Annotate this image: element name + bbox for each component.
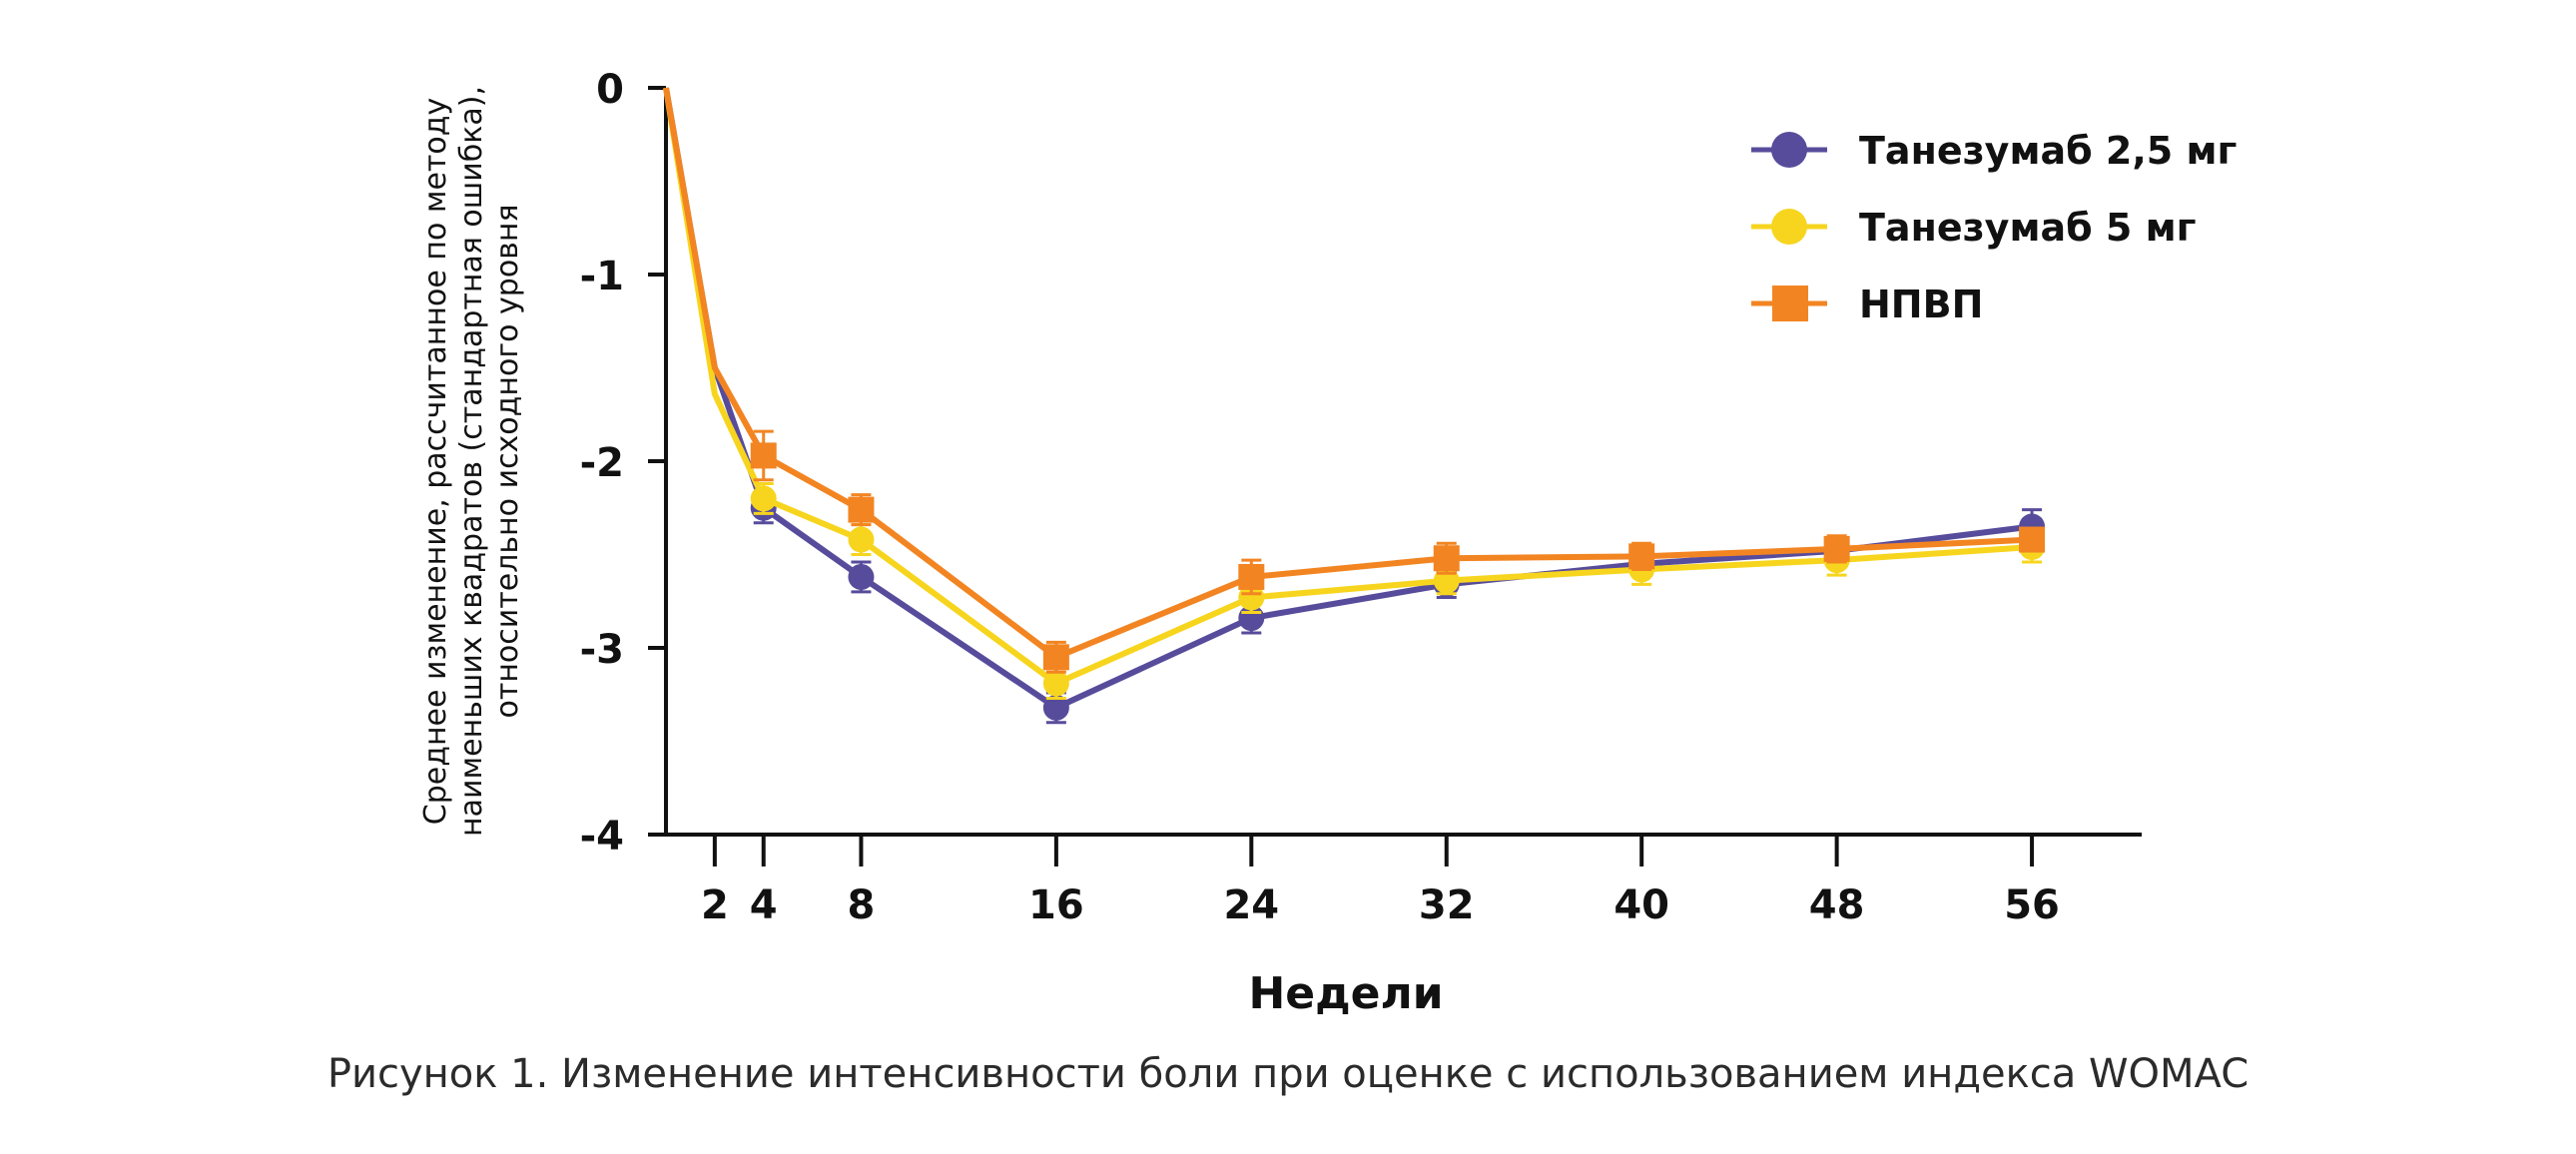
- data-point: [1238, 584, 1265, 611]
- x-tick-label: 40: [1613, 882, 1669, 928]
- tick-labels: 0-1-2-3-42 4 8 16 24 32 40 48 56: [580, 67, 2060, 928]
- x-tick-label: 24: [1223, 882, 1279, 928]
- x-tick-label: 56: [2004, 882, 2060, 928]
- data-point: [1042, 670, 1069, 697]
- legend-item: Танезумаб 2,5 мг: [1751, 129, 2237, 173]
- y-tick-label: -4: [580, 814, 624, 860]
- x-tick-label: 48: [1809, 882, 1865, 928]
- legend-item: НПВП: [1751, 283, 1983, 326]
- data-point: [1823, 535, 1850, 562]
- x-tick-label: 8: [848, 882, 876, 928]
- y-axis-label: Среднее изменение, рассчитанное по метод…: [418, 86, 525, 837]
- series-1: [663, 87, 2046, 725]
- y-tick-label: -2: [580, 440, 624, 486]
- data-point: [848, 496, 875, 523]
- x-axis-label: Недели: [1248, 968, 1443, 1019]
- data-point: [1238, 563, 1265, 590]
- y-tick-label: -3: [580, 627, 624, 673]
- data-point: [848, 563, 875, 590]
- y-axis-label-line: относительно исходного уровня: [490, 204, 525, 718]
- x-tick-label: 16: [1028, 882, 1084, 928]
- data-point: [1628, 543, 1655, 570]
- series-line: [663, 87, 2033, 711]
- legend-label: Танезумаб 2,5 мг: [1859, 129, 2237, 173]
- figure-caption: Рисунок 1. Изменение интенсивности боли …: [326, 1051, 2250, 1097]
- x-tick-label: 2: [701, 882, 729, 928]
- x-tick-label: 32: [1419, 882, 1475, 928]
- series-layer: [663, 87, 2046, 725]
- legend-item: Танезумаб 5 мг: [1751, 206, 2197, 250]
- y-axis-label-text: Среднее изменение, рассчитанное по метод…: [418, 86, 525, 837]
- data-point: [1042, 644, 1069, 671]
- legend-marker: [1771, 132, 1807, 168]
- data-point: [2019, 526, 2046, 553]
- data-point: [1042, 694, 1069, 721]
- legend-label: НПВП: [1859, 283, 1983, 326]
- data-point: [848, 526, 875, 553]
- y-axis-label-line: Среднее изменение, рассчитанное по метод…: [418, 98, 453, 826]
- series-line: [663, 87, 2033, 687]
- legend-label: Танезумаб 5 мг: [1859, 206, 2197, 250]
- x-tick-label: 4: [750, 882, 778, 928]
- legend-marker: [1771, 209, 1807, 245]
- data-point: [750, 442, 777, 469]
- series-3: [663, 87, 2046, 674]
- series-2: [663, 87, 2046, 700]
- data-point: [750, 485, 777, 512]
- legend-marker: [1772, 286, 1808, 321]
- legend: Танезумаб 2,5 мг Танезумаб 5 мг НПВП: [1751, 129, 2237, 326]
- series-line: [663, 87, 2033, 661]
- axes: [664, 88, 2142, 837]
- data-point: [1433, 545, 1460, 572]
- y-axis-label-line: наименьших квадратов (стандартная ошибка…: [454, 86, 489, 837]
- y-tick-label: -1: [580, 254, 624, 299]
- y-tick-label: 0: [596, 67, 624, 113]
